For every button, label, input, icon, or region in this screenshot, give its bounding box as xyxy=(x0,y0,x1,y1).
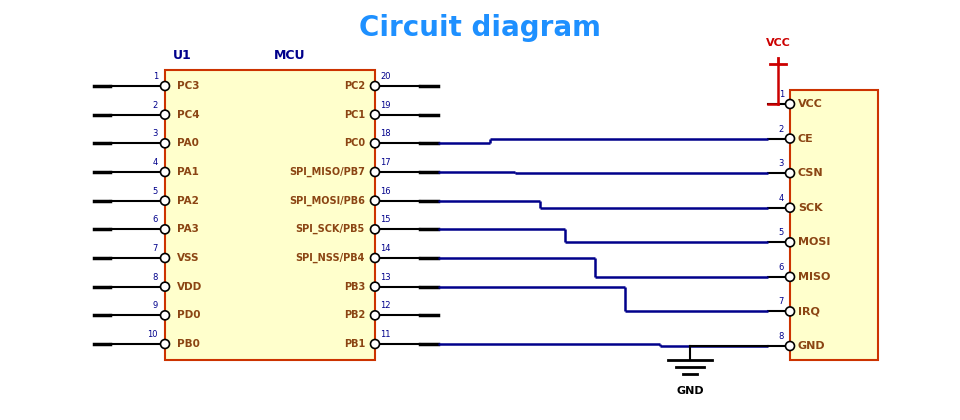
Text: GND: GND xyxy=(798,341,826,351)
Text: 19: 19 xyxy=(380,101,391,110)
Text: 10: 10 xyxy=(148,330,158,339)
Circle shape xyxy=(160,339,170,349)
Circle shape xyxy=(785,203,795,212)
Text: VSS: VSS xyxy=(177,253,200,263)
Text: PA1: PA1 xyxy=(177,167,199,177)
Text: GND: GND xyxy=(676,386,704,396)
Circle shape xyxy=(785,134,795,143)
Text: 2: 2 xyxy=(779,125,784,134)
Text: 15: 15 xyxy=(380,215,391,224)
Text: 7: 7 xyxy=(153,244,158,253)
Circle shape xyxy=(785,238,795,247)
Text: VDD: VDD xyxy=(177,282,203,291)
Circle shape xyxy=(785,307,795,316)
Text: 5: 5 xyxy=(779,228,784,237)
Circle shape xyxy=(371,168,379,176)
Circle shape xyxy=(785,341,795,351)
Text: 12: 12 xyxy=(380,301,391,310)
Circle shape xyxy=(160,196,170,205)
Text: CE: CE xyxy=(798,134,814,144)
Text: 8: 8 xyxy=(153,273,158,282)
Text: 1: 1 xyxy=(779,90,784,99)
Text: CSN: CSN xyxy=(798,168,824,178)
Circle shape xyxy=(160,139,170,148)
Circle shape xyxy=(371,196,379,205)
Text: 6: 6 xyxy=(779,263,784,272)
Text: PC3: PC3 xyxy=(177,81,200,91)
Text: SPI_NSS/PB4: SPI_NSS/PB4 xyxy=(296,253,365,263)
Text: 1: 1 xyxy=(153,72,158,81)
Text: 17: 17 xyxy=(380,158,391,167)
Text: SCK: SCK xyxy=(798,203,823,213)
Text: MOSI: MOSI xyxy=(798,237,830,247)
Text: 4: 4 xyxy=(153,158,158,167)
Text: 5: 5 xyxy=(153,186,158,196)
Text: PC4: PC4 xyxy=(177,110,200,120)
Circle shape xyxy=(371,81,379,90)
Text: 13: 13 xyxy=(380,273,391,282)
Circle shape xyxy=(160,110,170,119)
Circle shape xyxy=(160,282,170,291)
Circle shape xyxy=(371,110,379,119)
Circle shape xyxy=(371,139,379,148)
Text: 3: 3 xyxy=(779,159,784,168)
Text: 4: 4 xyxy=(779,194,784,203)
Text: PB3: PB3 xyxy=(344,282,365,291)
Text: PA2: PA2 xyxy=(177,196,199,206)
Circle shape xyxy=(371,254,379,262)
Circle shape xyxy=(371,311,379,320)
Circle shape xyxy=(160,81,170,90)
Text: PA3: PA3 xyxy=(177,224,199,234)
Text: 16: 16 xyxy=(380,186,391,196)
Text: SPI_MOSI/PB6: SPI_MOSI/PB6 xyxy=(289,196,365,206)
Text: VCC: VCC xyxy=(765,38,790,48)
Text: PA0: PA0 xyxy=(177,138,199,148)
Circle shape xyxy=(160,311,170,320)
Text: PB1: PB1 xyxy=(344,339,365,349)
Text: PB0: PB0 xyxy=(177,339,200,349)
Circle shape xyxy=(160,254,170,262)
Text: MCU: MCU xyxy=(275,49,305,62)
Text: SPI_MISO/PB7: SPI_MISO/PB7 xyxy=(289,167,365,177)
Text: IRQ: IRQ xyxy=(798,307,820,316)
Text: PC2: PC2 xyxy=(344,81,365,91)
Text: PC0: PC0 xyxy=(344,138,365,148)
Text: 8: 8 xyxy=(779,332,784,341)
Circle shape xyxy=(785,100,795,108)
Text: PD0: PD0 xyxy=(177,310,201,320)
Text: MISO: MISO xyxy=(798,272,830,282)
Text: SPI_SCK/PB5: SPI_SCK/PB5 xyxy=(296,224,365,234)
Text: U1: U1 xyxy=(173,49,192,62)
Circle shape xyxy=(371,282,379,291)
Circle shape xyxy=(160,168,170,176)
Circle shape xyxy=(371,225,379,234)
Text: Circuit diagram: Circuit diagram xyxy=(359,14,601,42)
Text: PC1: PC1 xyxy=(344,110,365,120)
Text: VCC: VCC xyxy=(798,99,823,109)
Text: 11: 11 xyxy=(380,330,391,339)
Text: 3: 3 xyxy=(153,129,158,138)
Text: 20: 20 xyxy=(380,72,391,81)
Circle shape xyxy=(785,169,795,178)
Bar xyxy=(790,90,878,360)
Text: 18: 18 xyxy=(380,129,391,138)
Text: 2: 2 xyxy=(153,101,158,110)
Text: 6: 6 xyxy=(153,215,158,224)
Circle shape xyxy=(160,225,170,234)
Circle shape xyxy=(785,272,795,281)
Text: PB2: PB2 xyxy=(344,310,365,320)
Text: 7: 7 xyxy=(779,297,784,307)
Text: 14: 14 xyxy=(380,244,391,253)
Text: 9: 9 xyxy=(153,301,158,310)
Bar xyxy=(165,70,375,360)
Circle shape xyxy=(371,339,379,349)
